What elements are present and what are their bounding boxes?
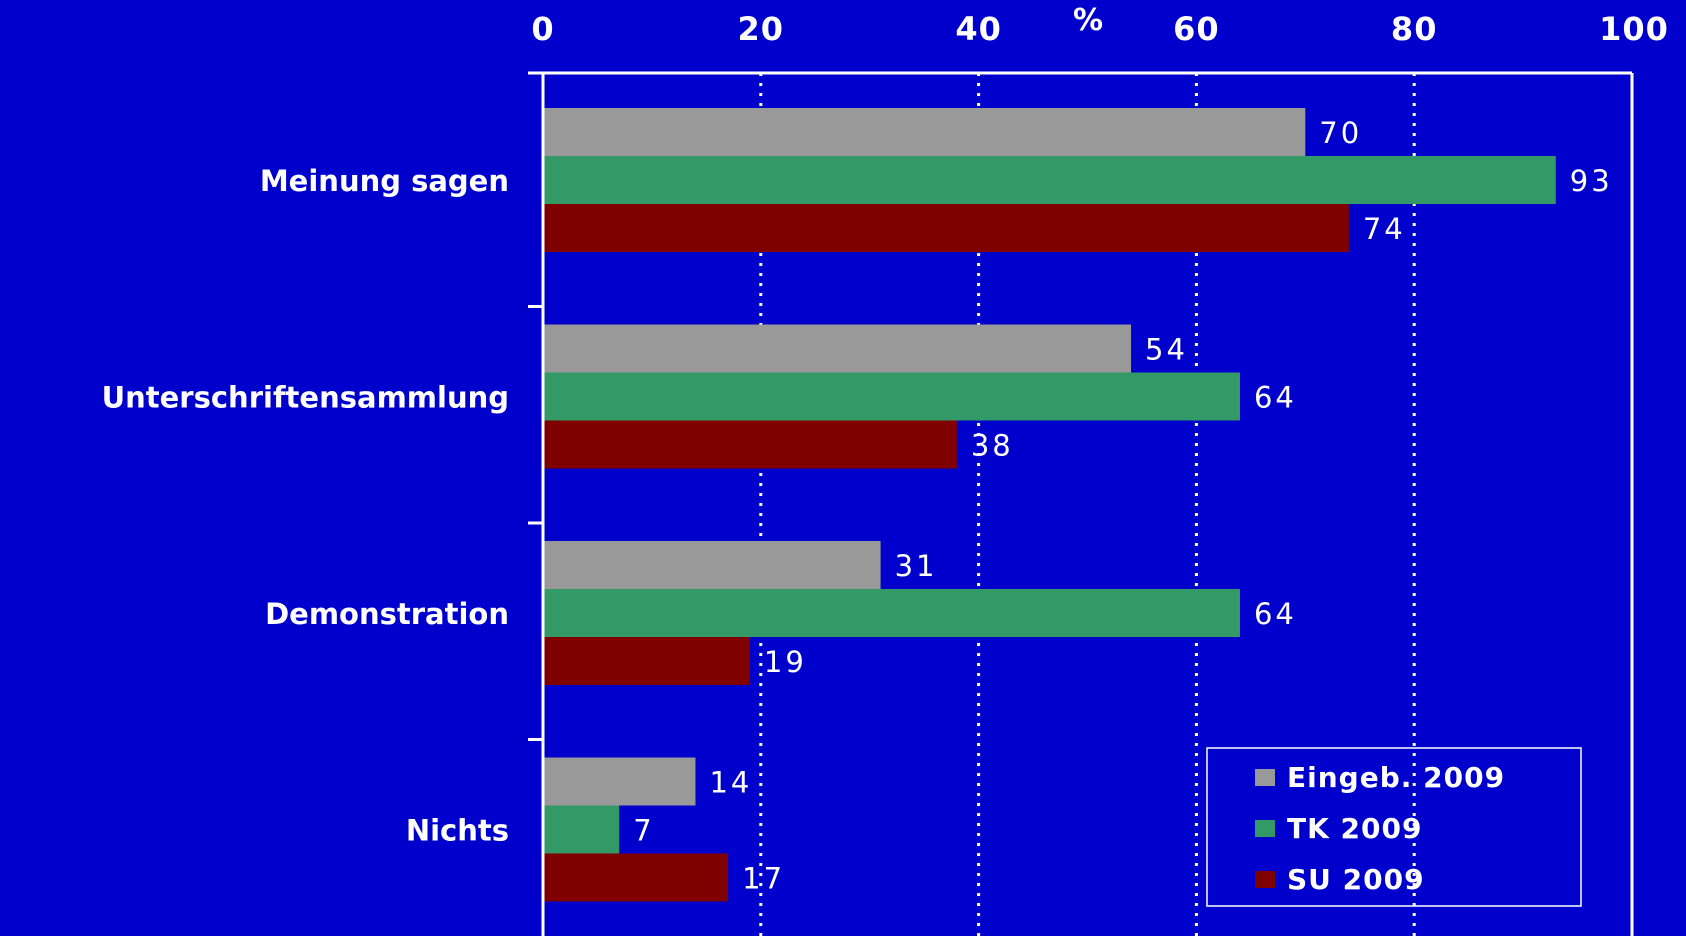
bar-1: [543, 108, 1306, 156]
data-label: 31: [895, 549, 938, 583]
bar-2: [543, 156, 1556, 204]
data-label: 70: [1319, 116, 1362, 150]
category-label: Nichts: [406, 814, 509, 848]
bar-3: [543, 853, 729, 902]
data-label: 93: [1570, 164, 1613, 198]
data-label: 17: [742, 862, 785, 896]
x-tick-labels: 0 20 40 60 80 100: [531, 10, 1669, 48]
bar-1: [543, 757, 696, 806]
bar-3: [543, 637, 750, 685]
legend-swatch: [1255, 871, 1275, 888]
legend-label: Eingeb. 2009: [1287, 761, 1505, 794]
category-labels: Meinung sagen Unterschriftensammlung Demon…: [102, 164, 509, 848]
bar-1: [543, 541, 881, 589]
data-label: 64: [1254, 597, 1297, 631]
legend-swatch: [1255, 820, 1275, 837]
bar-3: [543, 420, 957, 469]
bar-3: [543, 204, 1349, 252]
x-tick-label: 0: [531, 10, 554, 48]
legend-label: TK 2009: [1287, 812, 1422, 845]
bar-2: [543, 372, 1240, 421]
data-label: 38: [971, 429, 1014, 463]
axis-unit-label: %: [1073, 3, 1103, 38]
x-tick-label: 100: [1599, 10, 1669, 48]
data-label: 74: [1363, 212, 1406, 246]
data-label: 19: [764, 645, 807, 679]
x-tick-label: 20: [738, 10, 785, 48]
bars: [543, 108, 1556, 902]
category-label: Unterschriftensammlung: [102, 381, 509, 415]
x-tick-label: 60: [1173, 10, 1220, 48]
bar-2: [543, 589, 1240, 637]
x-tick-label: 80: [1391, 10, 1438, 48]
data-label: 7: [633, 814, 654, 848]
x-tick-label: 40: [955, 10, 1002, 48]
x-axis: [528, 71, 1634, 936]
category-label: Meinung sagen: [260, 164, 509, 198]
legend-label: SU 2009: [1287, 863, 1425, 896]
legend-swatch: [1255, 769, 1275, 786]
category-label: Demonstration: [265, 597, 509, 631]
value-labels: 70 93 74 54 64 38 31 64 19 14 7 17: [633, 116, 1613, 896]
data-label: 14: [709, 766, 752, 800]
legend-frame: [1206, 747, 1582, 907]
data-label: 54: [1145, 333, 1188, 367]
legend: Eingeb. 2009 TK 2009 SU 2009: [1206, 747, 1582, 907]
data-label: 64: [1254, 381, 1297, 415]
bar-1: [543, 324, 1132, 373]
bar-2: [543, 805, 620, 854]
